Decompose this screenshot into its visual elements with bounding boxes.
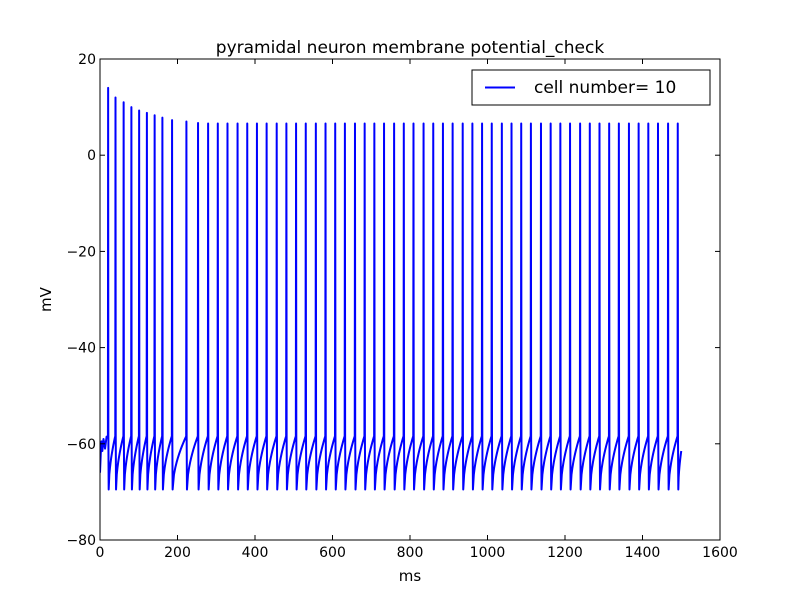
legend-label: cell number= 10 xyxy=(534,78,676,98)
x-tick-label: 200 xyxy=(164,545,191,561)
y-axis-label: mV xyxy=(37,286,55,312)
legend: cell number= 10 xyxy=(471,69,711,106)
x-tick-label: 600 xyxy=(319,545,346,561)
x-tick-label: 400 xyxy=(242,545,269,561)
x-tick-label: 1000 xyxy=(470,545,506,561)
y-tick-label: −60 xyxy=(66,437,96,453)
x-tick-label: 0 xyxy=(96,545,105,561)
y-tick-label: −80 xyxy=(66,533,96,549)
x-tick-label: 1200 xyxy=(547,545,583,561)
x-tick-label: 1400 xyxy=(625,545,661,561)
x-tick-label: 800 xyxy=(397,545,424,561)
x-axis-label: ms xyxy=(399,567,422,585)
x-tick-label: 1600 xyxy=(702,545,738,561)
y-tick-label: 0 xyxy=(87,148,96,164)
y-axis-ticks: −80 −60 −40 −20 0 20 xyxy=(66,52,720,549)
chart-title: pyramidal neuron membrane potential_chec… xyxy=(216,38,605,58)
x-axis-ticks: 0 200 400 600 800 1000 1200 1400 1600 xyxy=(96,59,738,561)
series-layer xyxy=(100,86,683,491)
series-line-cell-number-10 xyxy=(100,86,683,491)
y-tick-label: −40 xyxy=(66,341,96,357)
y-tick-label: 20 xyxy=(78,52,96,68)
y-tick-label: −20 xyxy=(66,244,96,260)
